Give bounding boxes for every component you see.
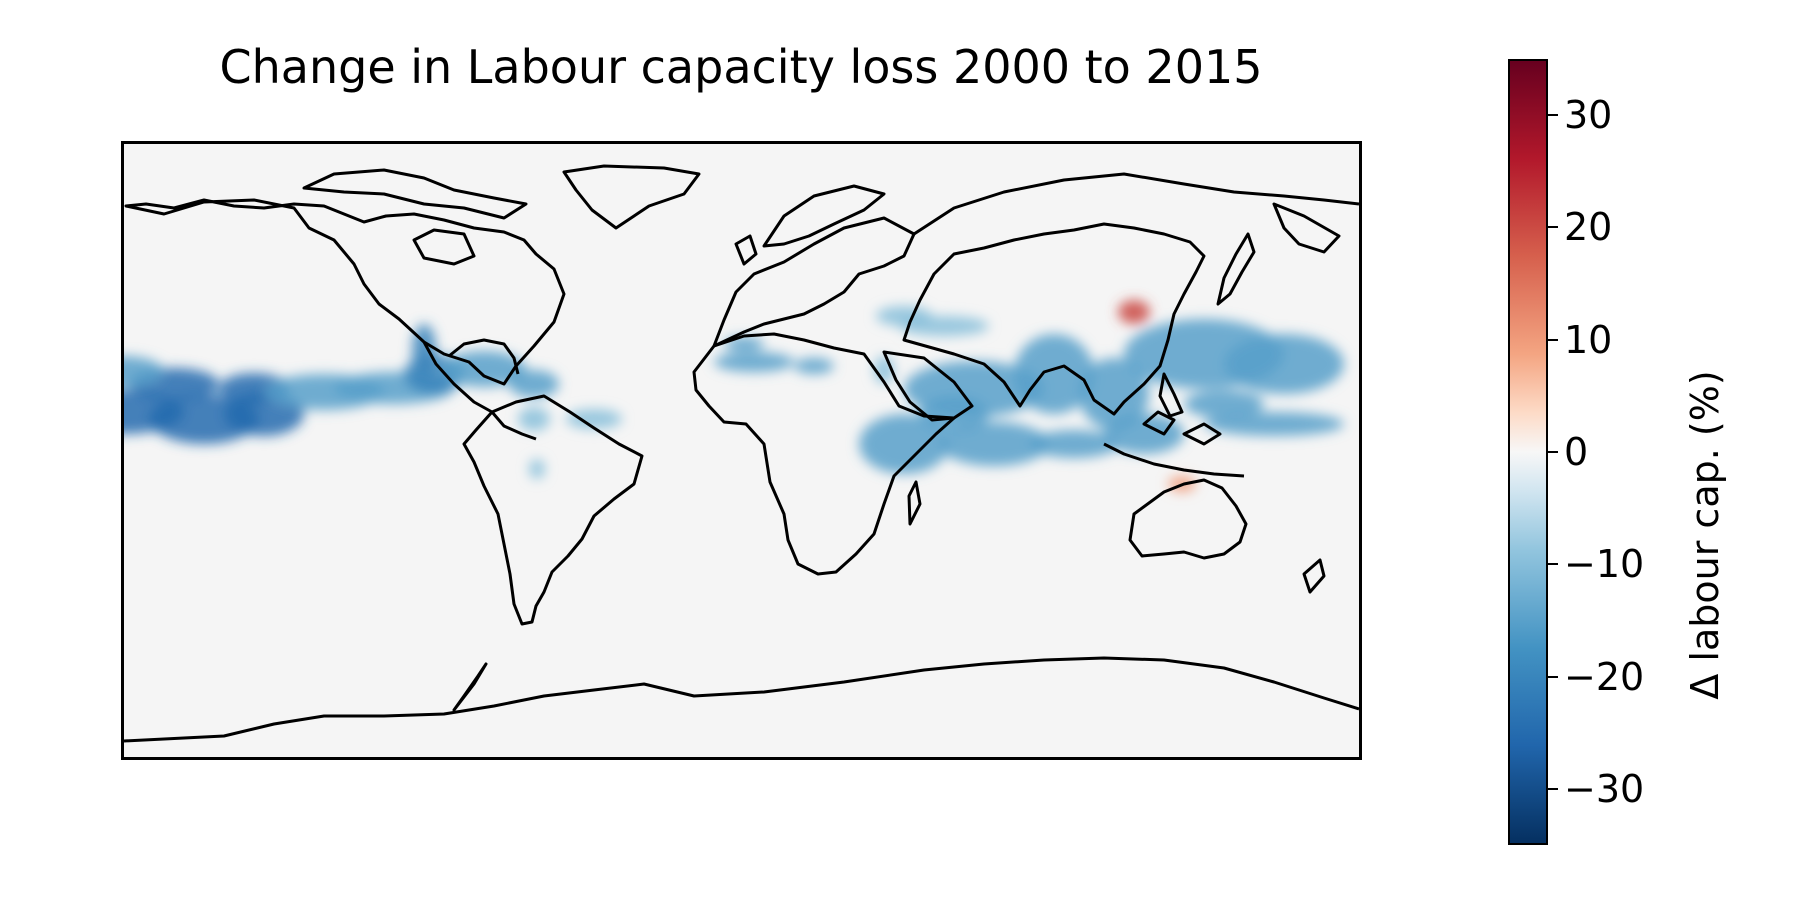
coast-antarctica <box>124 656 1359 743</box>
anomaly-region <box>1014 334 1094 414</box>
anomaly-layer <box>124 300 1344 492</box>
coast-europe <box>712 216 916 348</box>
coast-indonesia <box>1103 410 1245 478</box>
anomaly-region <box>1184 390 1264 418</box>
anomaly-region <box>1079 358 1149 430</box>
colorbar-label: Δ labour cap. (%) <box>1683 370 1727 700</box>
coast-scandinavia <box>762 184 886 248</box>
anomaly-region <box>518 407 550 431</box>
coast-japan <box>1216 232 1256 306</box>
anomaly-region <box>1204 412 1344 436</box>
world-map <box>124 164 1359 743</box>
coast-arctic-islands <box>302 168 528 220</box>
coast-new-zealand <box>1302 558 1326 594</box>
coast-hudson-bay <box>412 228 476 266</box>
map-frame <box>121 141 1362 760</box>
colorbar-tick <box>1548 675 1558 678</box>
coast-madagascar <box>907 480 922 526</box>
colorbar-tick <box>1548 451 1558 453</box>
anomaly-region <box>939 422 1049 466</box>
anomaly-region <box>1118 300 1150 324</box>
anomaly-region <box>859 414 949 474</box>
coast-philippines <box>1158 372 1184 418</box>
colorbar-tick <box>1548 114 1558 117</box>
coast-africa <box>692 332 956 576</box>
anomaly-region <box>714 352 794 372</box>
anomaly-region <box>794 358 834 374</box>
colorbar-tick-label: −30 <box>1564 766 1645 811</box>
colorbar-tick <box>1548 787 1558 790</box>
coast-arabia <box>882 350 974 422</box>
colorbar-tick-label: 10 <box>1564 317 1613 362</box>
colorbar-tick-label: −10 <box>1564 542 1645 587</box>
coast-british-isles <box>734 234 758 266</box>
coastlines <box>124 164 1359 743</box>
colorbar-tick-label: 0 <box>1564 430 1589 474</box>
anomaly-region <box>412 324 436 374</box>
anomaly-region <box>919 396 989 432</box>
colorbar-tick <box>1548 226 1558 229</box>
colorbar-tick-label: 20 <box>1564 205 1613 250</box>
anomaly-region <box>509 370 559 398</box>
anomaly-region <box>1104 414 1184 454</box>
map-title: Change in Labour capacity loss 2000 to 2… <box>219 40 1263 94</box>
colorbar <box>1508 59 1548 845</box>
anomaly-region <box>124 356 164 388</box>
anomaly-region <box>566 409 622 429</box>
anomaly-region <box>899 316 989 336</box>
colorbar-tick <box>1548 563 1558 566</box>
coast-florida-gulf <box>448 338 520 375</box>
colorbar-tick-label: 30 <box>1564 93 1613 138</box>
anomaly-region <box>529 459 545 479</box>
colorbar-tick <box>1548 338 1558 341</box>
colorbar-tick-label: −20 <box>1564 654 1645 699</box>
coast-australia <box>1128 478 1248 560</box>
anomaly-region <box>1029 430 1119 458</box>
coast-north-america <box>124 198 566 386</box>
coast-greenland <box>562 164 701 230</box>
coast-central-america <box>422 341 537 441</box>
coast-south-america <box>462 394 644 626</box>
coast-kamchatka <box>1272 202 1341 254</box>
coast-antarctic-peninsula <box>452 662 488 712</box>
coast-asia <box>902 172 1359 416</box>
anomaly-region <box>1224 334 1344 394</box>
